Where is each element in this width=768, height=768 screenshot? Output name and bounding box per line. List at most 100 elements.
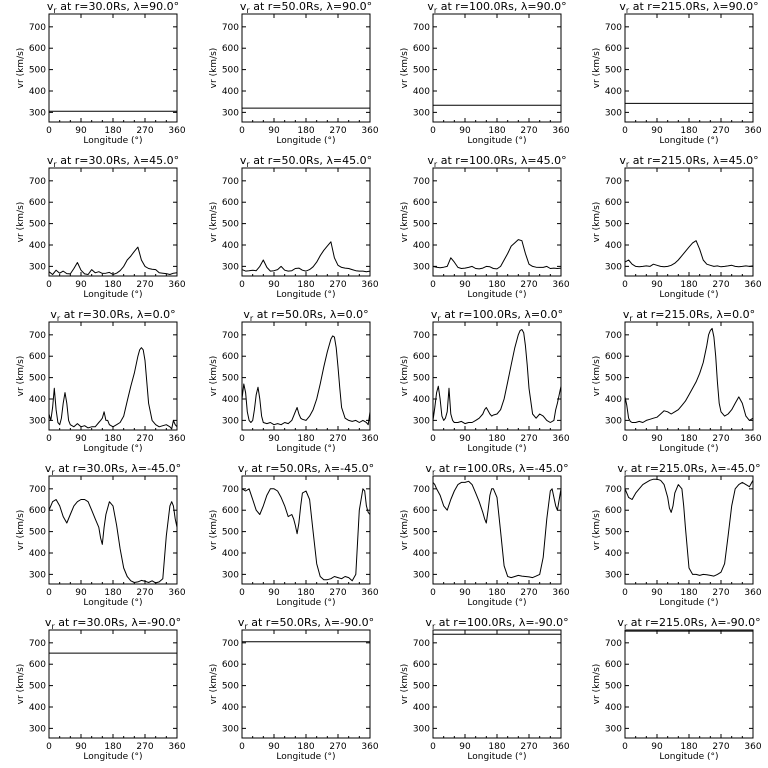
- x-axis-label: Longitude (°): [83, 598, 142, 608]
- y-tick-label: 700: [29, 331, 46, 341]
- x-axis-label: Longitude (°): [83, 290, 142, 300]
- x-tick-label: 360: [744, 280, 761, 290]
- x-tick-label: 360: [168, 588, 185, 598]
- x-tick-label: 180: [488, 588, 505, 598]
- x-tick-label: 90: [268, 742, 280, 752]
- x-tick-label: 180: [297, 588, 314, 598]
- x-tick-label: 90: [75, 588, 87, 598]
- y-tick-label: 500: [29, 66, 46, 76]
- x-axis-label: Longitude (°): [276, 598, 335, 608]
- y-axis-label: vr (km/s): [592, 48, 602, 89]
- y-tick-label: 500: [222, 528, 239, 538]
- x-tick-label: 180: [104, 588, 121, 598]
- x-tick-label: 90: [651, 434, 663, 444]
- y-tick-label: 500: [222, 66, 239, 76]
- y-tick-label: 300: [605, 570, 622, 580]
- y-tick-label: 600: [413, 660, 430, 670]
- chart-panel: vr at r=100.0Rs, λ=0.0° 0 90 180 270 360 300 40…: [400, 308, 570, 454]
- x-tick-label: 360: [552, 588, 569, 598]
- x-tick-label: 0: [622, 588, 628, 598]
- plot-frame: [624, 629, 754, 739]
- x-tick-label: 90: [75, 742, 87, 752]
- y-tick-label: 700: [29, 177, 46, 187]
- chart-title: vr at r=215.0Rs, λ=90.0°: [619, 0, 758, 15]
- y-tick-label: 700: [413, 331, 430, 341]
- x-axis-label: Longitude (°): [467, 290, 526, 300]
- y-tick-label: 400: [605, 241, 622, 251]
- series-line: [624, 240, 754, 268]
- y-tick-label: 500: [413, 220, 430, 230]
- x-tick-label: 270: [329, 588, 346, 598]
- y-tick-label: 300: [413, 108, 430, 118]
- chart-panel: vr at r=100.0Rs, λ=-90.0° 0 90 180 270 360 300…: [400, 616, 570, 762]
- y-tick-label: 300: [413, 570, 430, 580]
- x-tick-label: 180: [104, 434, 121, 444]
- x-tick-label: 180: [680, 280, 697, 290]
- x-tick-label: 0: [430, 280, 436, 290]
- x-tick-label: 0: [239, 588, 245, 598]
- x-tick-label: 90: [75, 126, 87, 136]
- y-axis-label: vr (km/s): [592, 356, 602, 397]
- y-tick-label: 500: [413, 374, 430, 384]
- chart-title: vr at r=30.0Rs, λ=45.0°: [47, 154, 179, 169]
- y-tick-label: 700: [605, 485, 622, 495]
- y-tick-label: 600: [29, 660, 46, 670]
- chart-title: vr at r=215.0Rs, λ=-45.0°: [617, 462, 760, 477]
- x-axis-label: Longitude (°): [659, 290, 718, 300]
- y-tick-label: 500: [222, 682, 239, 692]
- x-tick-label: 180: [104, 126, 121, 136]
- x-tick-label: 180: [297, 280, 314, 290]
- x-tick-label: 0: [622, 126, 628, 136]
- chart-panel: vr at r=50.0Rs, λ=90.0° 0 90 180 270 360 300 40…: [209, 0, 379, 146]
- x-tick-label: 360: [361, 434, 378, 444]
- y-axis-label: vr (km/s): [16, 510, 26, 551]
- chart-title: vr at r=100.0Rs, λ=0.0°: [431, 308, 563, 323]
- x-tick-label: 360: [168, 434, 185, 444]
- y-tick-label: 500: [413, 66, 430, 76]
- y-tick-label: 500: [413, 528, 430, 538]
- x-tick-label: 360: [361, 280, 378, 290]
- plot-frame: [624, 13, 754, 123]
- y-axis-label: vr (km/s): [592, 510, 602, 551]
- x-tick-label: 180: [297, 434, 314, 444]
- x-tick-label: 180: [297, 126, 314, 136]
- x-tick-label: 180: [488, 742, 505, 752]
- y-tick-label: 300: [605, 262, 622, 272]
- y-tick-label: 300: [413, 262, 430, 272]
- chart-panel: vr at r=215.0Rs, λ=-45.0° 0 90 180 270 360 300…: [592, 462, 762, 608]
- y-tick-label: 600: [29, 506, 46, 516]
- plot-frame: [48, 167, 178, 277]
- chart-title: vr at r=100.0Rs, λ=90.0°: [427, 0, 566, 15]
- x-tick-label: 360: [361, 126, 378, 136]
- chart-title: vr at r=30.0Rs, λ=-45.0°: [45, 462, 181, 477]
- y-axis-label: vr (km/s): [16, 202, 26, 243]
- y-axis-label: vr (km/s): [400, 510, 410, 551]
- x-axis-label: Longitude (°): [276, 752, 335, 762]
- x-axis-label: Longitude (°): [467, 136, 526, 146]
- series-line: [48, 347, 178, 430]
- x-tick-label: 90: [459, 126, 471, 136]
- x-tick-label: 90: [459, 742, 471, 752]
- x-tick-label: 270: [329, 280, 346, 290]
- y-tick-label: 300: [222, 108, 239, 118]
- x-tick-label: 270: [329, 126, 346, 136]
- y-axis-label: vr (km/s): [16, 664, 26, 705]
- y-tick-label: 400: [29, 87, 46, 97]
- y-axis-label: vr (km/s): [400, 48, 410, 89]
- x-tick-label: 360: [361, 588, 378, 598]
- series-line: [48, 499, 178, 584]
- x-tick-label: 90: [459, 434, 471, 444]
- y-tick-label: 700: [222, 23, 239, 33]
- y-axis-label: vr (km/s): [16, 48, 26, 89]
- x-tick-label: 0: [430, 434, 436, 444]
- chart-panel: vr at r=50.0Rs, λ=-45.0° 0 90 180 270 360 300 4…: [209, 462, 379, 608]
- plot-frame: [48, 13, 178, 123]
- x-tick-label: 90: [459, 588, 471, 598]
- y-tick-label: 700: [222, 639, 239, 649]
- chart-panel: vr at r=30.0Rs, λ=0.0° 0 90 180 270 360 300 400…: [16, 308, 186, 454]
- plot-frame: [432, 475, 562, 585]
- y-axis-label: vr (km/s): [592, 664, 602, 705]
- y-tick-label: 700: [222, 331, 239, 341]
- y-tick-label: 300: [29, 416, 46, 426]
- x-axis-label: Longitude (°): [659, 752, 718, 762]
